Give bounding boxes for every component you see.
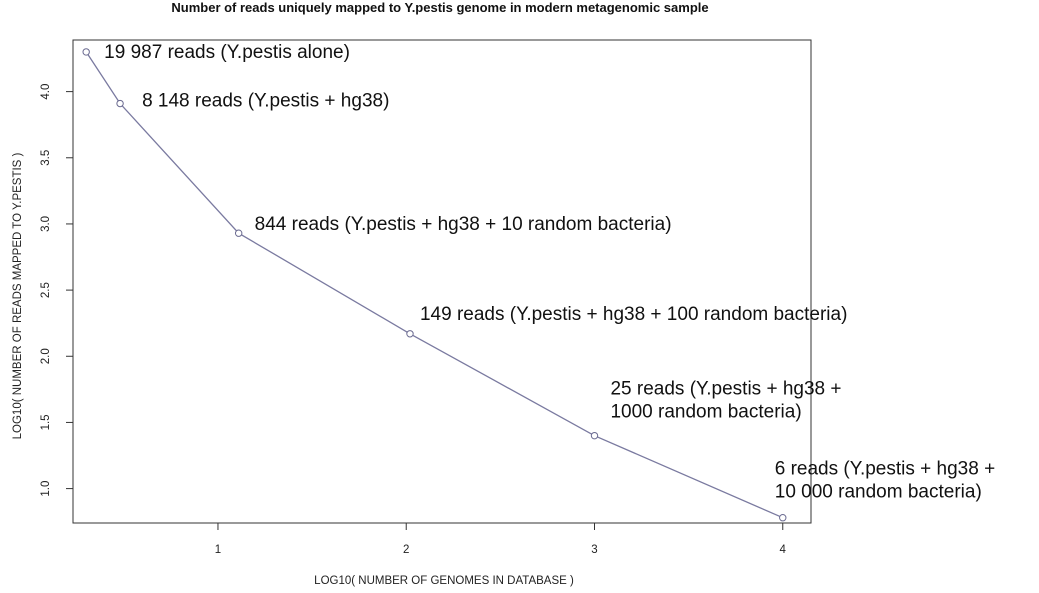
series-group (82, 48, 787, 522)
data-point (590, 431, 599, 440)
x-tick-label: 3 (591, 544, 597, 556)
data-point (779, 514, 787, 522)
y-tick-label: 4.0 (40, 84, 52, 100)
annotations-group: 19 987 reads (Y.pestis alone) 8 148 reads… (104, 42, 995, 503)
y-axis-label: LOG10( NUMBER OF READS MAPPED TO Y.PESTI… (12, 152, 24, 439)
point-annotation: 149 reads (Y.pestis + hg38 + 100 random … (420, 304, 847, 325)
x-tick-label: 1 (215, 544, 221, 556)
y-tick-label: 3.5 (40, 150, 52, 166)
point-annotation: 19 987 reads (Y.pestis alone) (104, 42, 350, 63)
y-tick-label: 2.5 (40, 282, 52, 298)
point-annotation: 844 reads (Y.pestis + hg38 + 10 random b… (255, 214, 672, 235)
x-tick-label: 2 (403, 544, 409, 556)
x-axis: 1 2 3 4 (215, 523, 787, 556)
x-tick-label: 4 (780, 544, 787, 556)
y-tick-label: 2.0 (40, 348, 52, 364)
data-point (234, 229, 243, 237)
series-line (85, 51, 784, 519)
x-axis-label: LOG10( NUMBER OF GENOMES IN DATABASE ) (314, 575, 574, 587)
plot-frame (72, 39, 812, 524)
y-tick-label: 3.0 (40, 216, 52, 232)
point-annotation: 6 reads (Y.pestis + hg38 +10 000 random … (775, 459, 995, 503)
point-annotation: 25 reads (Y.pestis + hg38 +1000 random b… (610, 379, 841, 423)
data-point (406, 330, 414, 338)
y-tick-label: 1.0 (40, 481, 52, 497)
point-annotation: 8 148 reads (Y.pestis + hg38) (142, 91, 389, 112)
y-tick-label: 1.5 (40, 414, 52, 430)
y-axis: 1.0 1.5 2.0 2.5 3.0 3.5 4.0 (40, 84, 73, 497)
data-point (116, 99, 124, 108)
data-point (82, 48, 90, 56)
chart-title: Number of reads uniquely mapped to Y.pes… (171, 0, 708, 15)
